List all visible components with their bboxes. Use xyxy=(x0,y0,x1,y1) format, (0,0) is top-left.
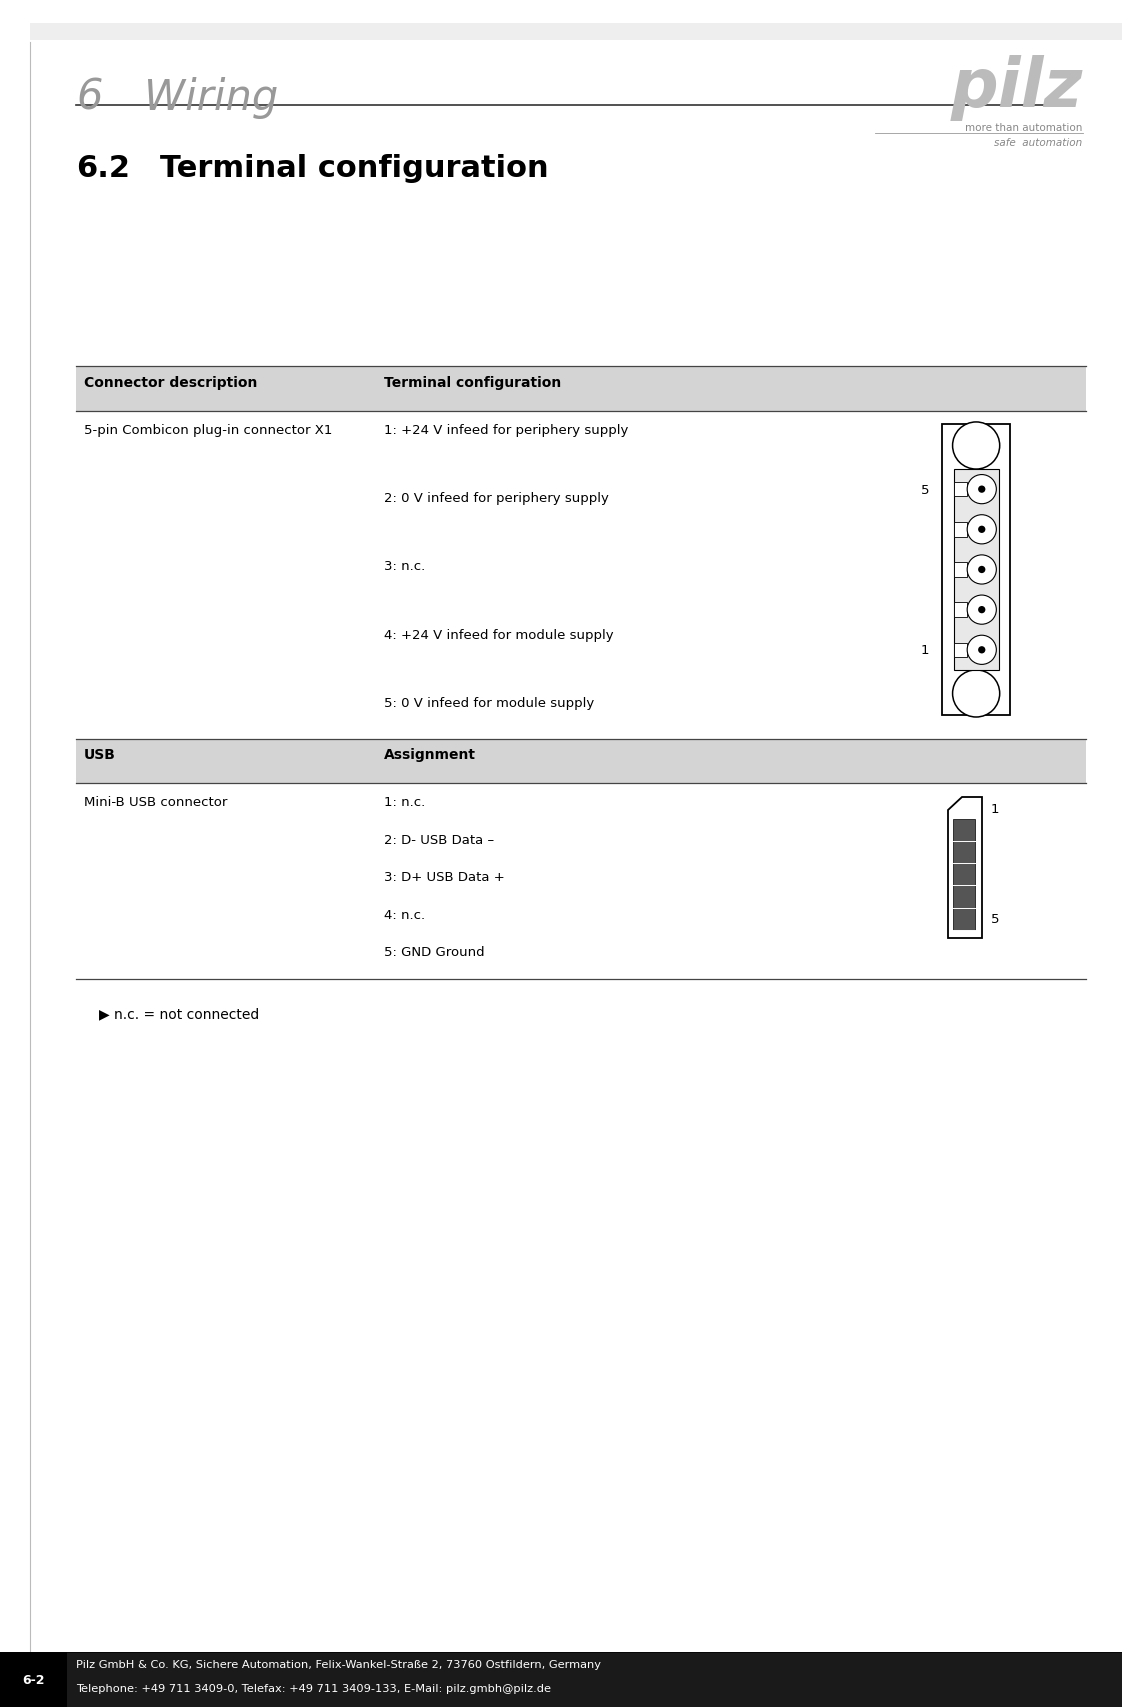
Text: 1: 1 xyxy=(920,644,929,657)
Text: Terminal configuration: Terminal configuration xyxy=(384,376,561,389)
Ellipse shape xyxy=(953,671,1000,717)
Bar xyxy=(76,367,1086,411)
Polygon shape xyxy=(948,797,982,939)
Text: Telephone: +49 711 3409-0, Telefax: +49 711 3409-133, E-Mail: pilz.gmbh@pilz.de: Telephone: +49 711 3409-0, Telefax: +49 … xyxy=(76,1683,551,1693)
Bar xyxy=(954,522,967,538)
Bar xyxy=(0,1652,67,1707)
Text: Mini-B USB connector: Mini-B USB connector xyxy=(84,795,228,809)
Text: Pilz GmbH & Co. KG, Sichere Automation, Felix-Wankel-Straße 2, 73760 Ostfildern,: Pilz GmbH & Co. KG, Sichere Automation, … xyxy=(76,1659,601,1669)
Bar xyxy=(942,425,1010,715)
Text: 2: 0 V infeed for periphery supply: 2: 0 V infeed for periphery supply xyxy=(384,492,608,505)
Bar xyxy=(76,739,1086,784)
Text: 2: D- USB Data –: 2: D- USB Data – xyxy=(384,833,494,847)
Ellipse shape xyxy=(978,486,985,493)
Text: ▶ n.c. = not connected: ▶ n.c. = not connected xyxy=(99,1007,259,1021)
Text: 1: +24 V infeed for periphery supply: 1: +24 V infeed for periphery supply xyxy=(384,423,628,437)
Text: safe  automation: safe automation xyxy=(994,138,1083,149)
Bar xyxy=(954,469,999,671)
Ellipse shape xyxy=(978,606,985,615)
Text: 1: n.c.: 1: n.c. xyxy=(384,795,425,809)
Text: 5: 5 xyxy=(920,483,929,497)
Ellipse shape xyxy=(967,635,996,666)
Bar xyxy=(954,563,967,577)
Text: 5: 0 V infeed for module supply: 5: 0 V infeed for module supply xyxy=(384,696,594,710)
Ellipse shape xyxy=(978,526,985,534)
Ellipse shape xyxy=(953,423,1000,469)
Text: USB: USB xyxy=(84,748,116,761)
Text: Wiring: Wiring xyxy=(144,77,278,119)
Text: 6: 6 xyxy=(76,77,103,119)
Text: 1: 1 xyxy=(991,802,1000,816)
Bar xyxy=(954,483,967,497)
Text: 5: 5 xyxy=(991,912,1000,925)
Bar xyxy=(954,644,967,657)
Text: 5-pin Combicon plug-in connector X1: 5-pin Combicon plug-in connector X1 xyxy=(84,423,332,437)
Text: 3: n.c.: 3: n.c. xyxy=(384,560,425,574)
Ellipse shape xyxy=(978,567,985,574)
Text: pilz: pilz xyxy=(950,55,1083,121)
Text: 5: GND Ground: 5: GND Ground xyxy=(384,946,485,959)
Ellipse shape xyxy=(967,516,996,545)
Text: 4: n.c.: 4: n.c. xyxy=(384,908,425,922)
Bar xyxy=(953,819,975,930)
Ellipse shape xyxy=(967,596,996,625)
Text: 3: D+ USB Data +: 3: D+ USB Data + xyxy=(384,871,505,884)
Text: Connector description: Connector description xyxy=(84,376,258,389)
Text: Terminal configuration: Terminal configuration xyxy=(160,154,549,183)
Bar xyxy=(30,24,1122,41)
Bar xyxy=(0,1652,1122,1707)
Ellipse shape xyxy=(978,647,985,654)
Text: 6.2: 6.2 xyxy=(76,154,130,183)
Ellipse shape xyxy=(967,475,996,505)
Text: Assignment: Assignment xyxy=(384,748,476,761)
Text: 4: +24 V infeed for module supply: 4: +24 V infeed for module supply xyxy=(384,628,614,642)
Bar xyxy=(954,603,967,618)
Ellipse shape xyxy=(967,555,996,586)
Text: more than automation: more than automation xyxy=(965,123,1083,133)
Text: 6-2: 6-2 xyxy=(22,1673,45,1687)
